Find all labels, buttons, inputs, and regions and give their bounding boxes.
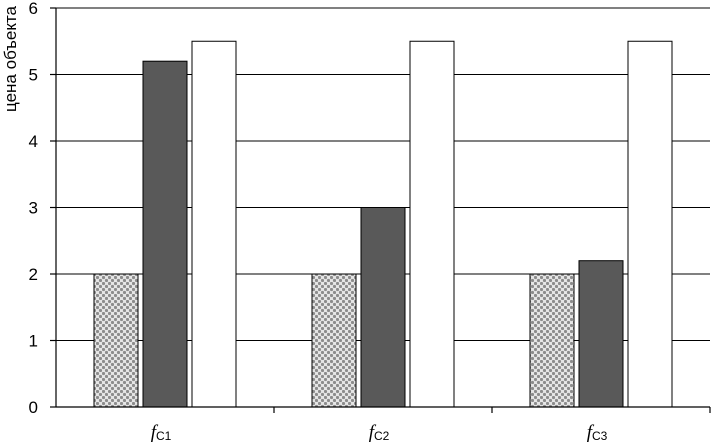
bar-series-3-C1: [191, 40, 237, 408]
bar-series-3-C2: [409, 40, 455, 408]
x-category-label: fC3: [587, 422, 608, 443]
axes: [50, 7, 711, 413]
bar-series-1-C1: [93, 273, 139, 408]
bar-series-2-C3: [578, 260, 624, 408]
y-tick-label: 3: [29, 199, 38, 218]
y-tick-label: 1: [29, 332, 38, 351]
y-tick-label: 6: [29, 0, 38, 18]
bars: [93, 40, 673, 408]
bar-series-2-C2: [360, 207, 406, 408]
y-tick-label: 0: [29, 398, 38, 417]
y-tick-label: 4: [29, 132, 38, 151]
bar-series-1-C3: [529, 273, 575, 408]
bar-series-1-C2: [311, 273, 357, 408]
x-category-label: fC1: [151, 422, 172, 443]
y-tick-label: 5: [29, 66, 38, 85]
bar-series-3-C3: [627, 40, 673, 408]
y-tick-label: 2: [29, 265, 38, 284]
bar-series-2-C1: [142, 60, 188, 408]
x-category-labels: fC1 fC2 fC3: [151, 422, 608, 443]
y-axis-title: цена объекта: [1, 5, 20, 111]
y-tick-labels: 0 1 2 3 4 5 6: [29, 0, 38, 417]
x-category-label: fC2: [369, 422, 390, 443]
